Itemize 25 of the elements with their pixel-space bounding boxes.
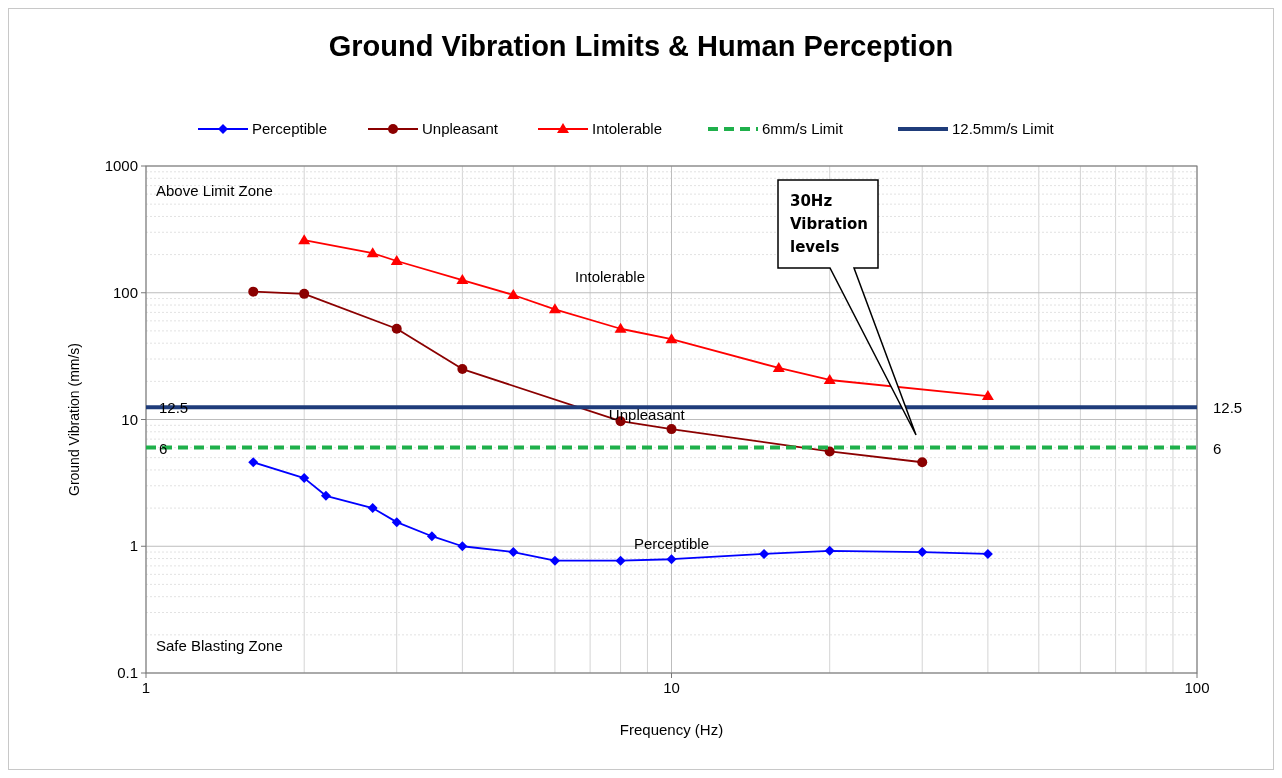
legend-label: Intolerable bbox=[592, 120, 663, 137]
annotation: 6 bbox=[1213, 439, 1222, 457]
y-tick-label: 1 bbox=[129, 537, 138, 555]
y-tick-label: 10 bbox=[121, 410, 138, 428]
annotation: 12.5 bbox=[159, 399, 189, 417]
annotation: 30Hz Vibration levels bbox=[790, 192, 869, 256]
annotation: Perceptible bbox=[634, 535, 710, 552]
legend-label: 12.5mm/s Limit bbox=[952, 120, 1055, 137]
y-tick-label: 0.1 bbox=[117, 664, 138, 681]
legend-label: Unpleasant bbox=[422, 120, 499, 137]
annotation: 12.5 bbox=[1213, 399, 1243, 417]
x-tick-label: 100 bbox=[1184, 679, 1210, 696]
x-tick-label: 10 bbox=[663, 679, 680, 696]
legend-label: Perceptible bbox=[252, 120, 328, 137]
x-axis-title: Frequency (Hz) bbox=[619, 721, 724, 738]
annotation: Safe Blasting Zone bbox=[156, 637, 283, 654]
annotation: Above Limit Zone bbox=[156, 182, 273, 199]
y-tick-label: 1000 bbox=[104, 157, 138, 174]
y-axis-title: Ground Vibration (mm/s) bbox=[66, 342, 82, 497]
annotation: Intolerable bbox=[575, 268, 646, 285]
chart-title: Ground Vibration Limits & Human Perception bbox=[328, 30, 954, 62]
legend-label: 6mm/s Limit bbox=[762, 120, 844, 137]
y-tick-label: 100 bbox=[112, 283, 138, 301]
annotation: Unpleasant bbox=[608, 406, 686, 424]
x-tick-label: 1 bbox=[141, 679, 151, 696]
